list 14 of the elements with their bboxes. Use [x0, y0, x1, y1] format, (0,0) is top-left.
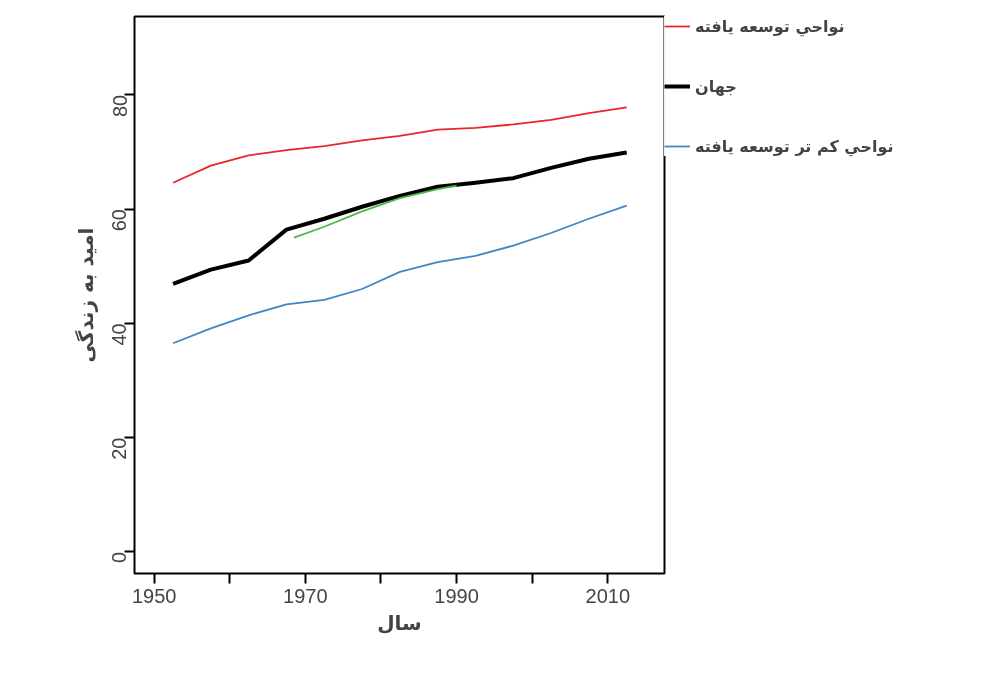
- x-tick-label: 2010: [585, 584, 631, 607]
- y-tick-label: 40: [108, 323, 131, 346]
- y-tick-label: 60: [108, 209, 131, 232]
- y-axis-title: امید به زندگی: [73, 227, 98, 363]
- y-tick-label: 80: [108, 94, 131, 118]
- legend-label: نواحي كم تر توسعه يافته: [695, 136, 894, 156]
- legend-label: نواحي توسعه يافته: [695, 16, 845, 36]
- x-axis-title: سال: [377, 610, 422, 635]
- x-tick-label: 1990: [434, 584, 479, 607]
- legend-label: جهان: [695, 76, 737, 96]
- x-tick-label: 1970: [283, 584, 328, 607]
- y-tick-label: 0: [108, 551, 131, 563]
- x-tick-label: 1950: [131, 584, 177, 607]
- y-tick-label: 20: [108, 437, 131, 460]
